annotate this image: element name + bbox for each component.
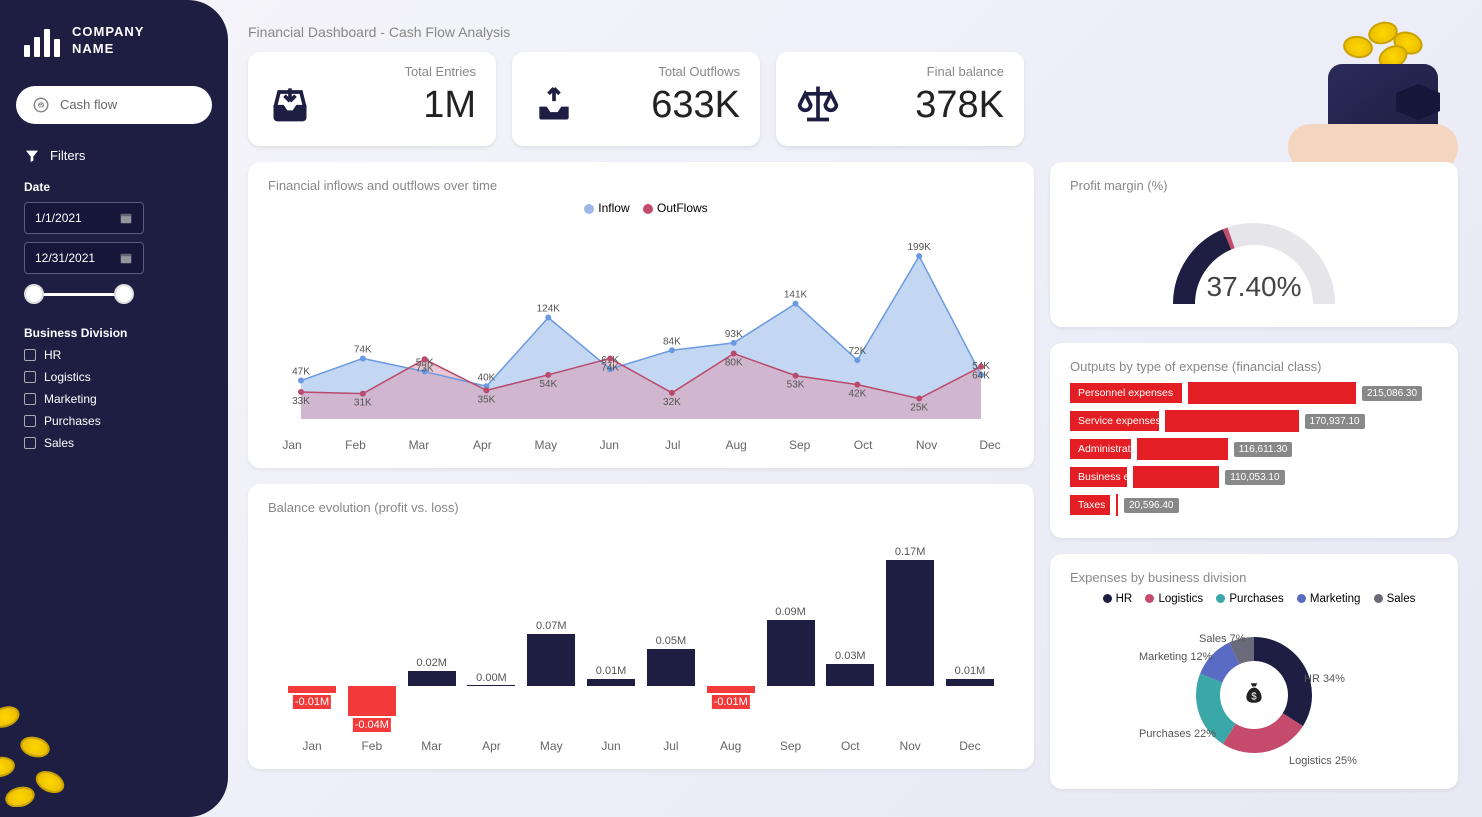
expense-bars: Personnel expenses 215,086.30 Service ex… — [1070, 382, 1438, 516]
svg-text:124K: 124K — [537, 304, 561, 315]
company-name: COMPANY NAME — [72, 24, 144, 58]
expense-bar: Taxes 20,596.40 — [1070, 494, 1438, 516]
kpi-inbox-in: Total Entries 1M — [248, 52, 496, 146]
svg-text:84K: 84K — [663, 336, 681, 347]
balance-bar-mar: 0.02M — [408, 553, 456, 723]
company-logo: COMPANY NAME — [0, 24, 228, 58]
date-range-slider[interactable] — [24, 282, 134, 306]
date-end-input[interactable]: 12/31/2021 — [24, 242, 144, 274]
balance-bar-aug: -0.01M — [707, 553, 755, 723]
funnel-icon — [24, 148, 40, 164]
gauge-title: Profit margin (%) — [1070, 178, 1438, 193]
balance-bar-jan: -0.01M — [288, 553, 336, 723]
calendar-icon — [119, 211, 133, 225]
flow-chart-legend: Inflow OutFlows — [268, 201, 1014, 215]
division-checkbox-logistics[interactable]: Logistics — [24, 370, 204, 384]
expense-bar: Business expenses 110,053.10 — [1070, 466, 1438, 488]
filter-date-label: Date — [24, 180, 204, 194]
gauge-card: Profit margin (%) 37.40% — [1050, 162, 1458, 327]
filter-date-section: Date 1/1/2021 12/31/2021 — [0, 180, 228, 306]
svg-text:73K: 73K — [416, 363, 434, 374]
svg-text:31K: 31K — [354, 398, 372, 409]
nav-cash-flow-label: Cash flow — [60, 97, 117, 112]
balance-chart: -0.01M -0.04M 0.02M 0.00M 0.07M 0.01M — [288, 553, 994, 723]
balance-bar-sep: 0.09M — [767, 553, 815, 723]
filters-header: Filters — [0, 148, 228, 164]
balance-chart-title: Balance evolution (profit vs. loss) — [268, 500, 1014, 515]
svg-text:64K: 64K — [972, 371, 990, 382]
division-checkbox-purchases[interactable]: Purchases — [24, 414, 204, 428]
sidebar: COMPANY NAME Cash flow Filters Date 1/1/… — [0, 0, 228, 817]
svg-text:80K: 80K — [725, 358, 743, 369]
flow-chart: 47K74K58K40K124K61K84K93K141K72K199K54K3… — [268, 219, 1014, 429]
slider-thumb-end[interactable] — [114, 284, 134, 304]
calendar-icon — [119, 251, 133, 265]
division-checkbox-hr[interactable]: HR — [24, 348, 204, 362]
donut-title: Expenses by business division — [1070, 570, 1438, 585]
svg-text:141K: 141K — [784, 290, 808, 301]
svg-text:$: $ — [1251, 692, 1257, 703]
gauge-value: 37.40% — [1207, 271, 1302, 303]
division-checkbox-marketing[interactable]: Marketing — [24, 392, 204, 406]
inbox-out-icon — [532, 81, 576, 130]
filter-division-section: Business Division HR Logistics Marketing… — [0, 326, 228, 450]
svg-text:54K: 54K — [539, 379, 557, 390]
expense-bar: Service expenses 170,937.10 — [1070, 410, 1438, 432]
svg-text:93K: 93K — [725, 329, 743, 340]
main-content: Financial Dashboard - Cash Flow Analysis… — [248, 24, 1458, 801]
svg-text:74K: 74K — [601, 362, 619, 373]
division-checkbox-sales[interactable]: Sales — [24, 436, 204, 450]
kpi-scale: Final balance 378K — [776, 52, 1024, 146]
inbox-in-icon — [268, 81, 312, 130]
svg-text:72K: 72K — [848, 346, 866, 357]
svg-text:53K: 53K — [787, 380, 805, 391]
svg-text:32K: 32K — [663, 397, 681, 408]
svg-text:42K: 42K — [848, 389, 866, 400]
balance-bar-dec: 0.01M — [946, 553, 994, 723]
filter-division-label: Business Division — [24, 326, 204, 340]
balance-bar-may: 0.07M — [527, 553, 575, 723]
balance-chart-card: Balance evolution (profit vs. loss) -0.0… — [248, 484, 1034, 769]
expense-bar: Personnel expenses 215,086.30 — [1070, 382, 1438, 404]
balance-bar-nov: 0.17M — [886, 553, 934, 723]
expense-bar: Administrative costs 116,611.30 — [1070, 438, 1438, 460]
nav-cash-flow[interactable]: Cash flow — [16, 86, 212, 124]
coins-decoration — [0, 657, 180, 807]
donut-legend: HR Logistics Purchases Marketing Sales — [1093, 593, 1416, 605]
svg-text:25K: 25K — [910, 403, 928, 414]
flow-chart-card: Financial inflows and outflows over time… — [248, 162, 1034, 468]
balance-bar-feb: -0.04M — [348, 553, 396, 723]
slider-thumb-start[interactable] — [24, 284, 44, 304]
date-start-input[interactable]: 1/1/2021 — [24, 202, 144, 234]
kpi-inbox-out: Total Outflows 633K — [512, 52, 760, 146]
expense-bars-card: Outputs by type of expense (financial cl… — [1050, 343, 1458, 538]
svg-text:40K: 40K — [478, 372, 496, 383]
balance-bar-jun: 0.01M — [587, 553, 635, 723]
cash-flow-icon — [32, 96, 50, 114]
svg-text:35K: 35K — [478, 394, 496, 405]
balance-bar-apr: 0.00M — [467, 553, 515, 723]
svg-text:47K: 47K — [292, 367, 310, 378]
balance-bar-jul: 0.05M — [647, 553, 695, 723]
svg-text:33K: 33K — [292, 396, 310, 407]
scale-icon — [796, 81, 840, 130]
logo-bars-icon — [24, 25, 60, 57]
balance-bar-oct: 0.03M — [826, 553, 874, 723]
svg-text:74K: 74K — [354, 344, 372, 355]
svg-text:199K: 199K — [908, 242, 932, 253]
expense-bars-title: Outputs by type of expense (financial cl… — [1070, 359, 1438, 374]
donut-card: Expenses by business division HR Logisti… — [1050, 554, 1458, 789]
page-title: Financial Dashboard - Cash Flow Analysis — [248, 24, 1458, 40]
money-bag-icon: $ — [1233, 672, 1275, 714]
flow-chart-title: Financial inflows and outflows over time — [268, 178, 1014, 193]
donut-chart: $ HR 34%Logistics 25%Purchases 22%Market… — [1154, 613, 1354, 773]
